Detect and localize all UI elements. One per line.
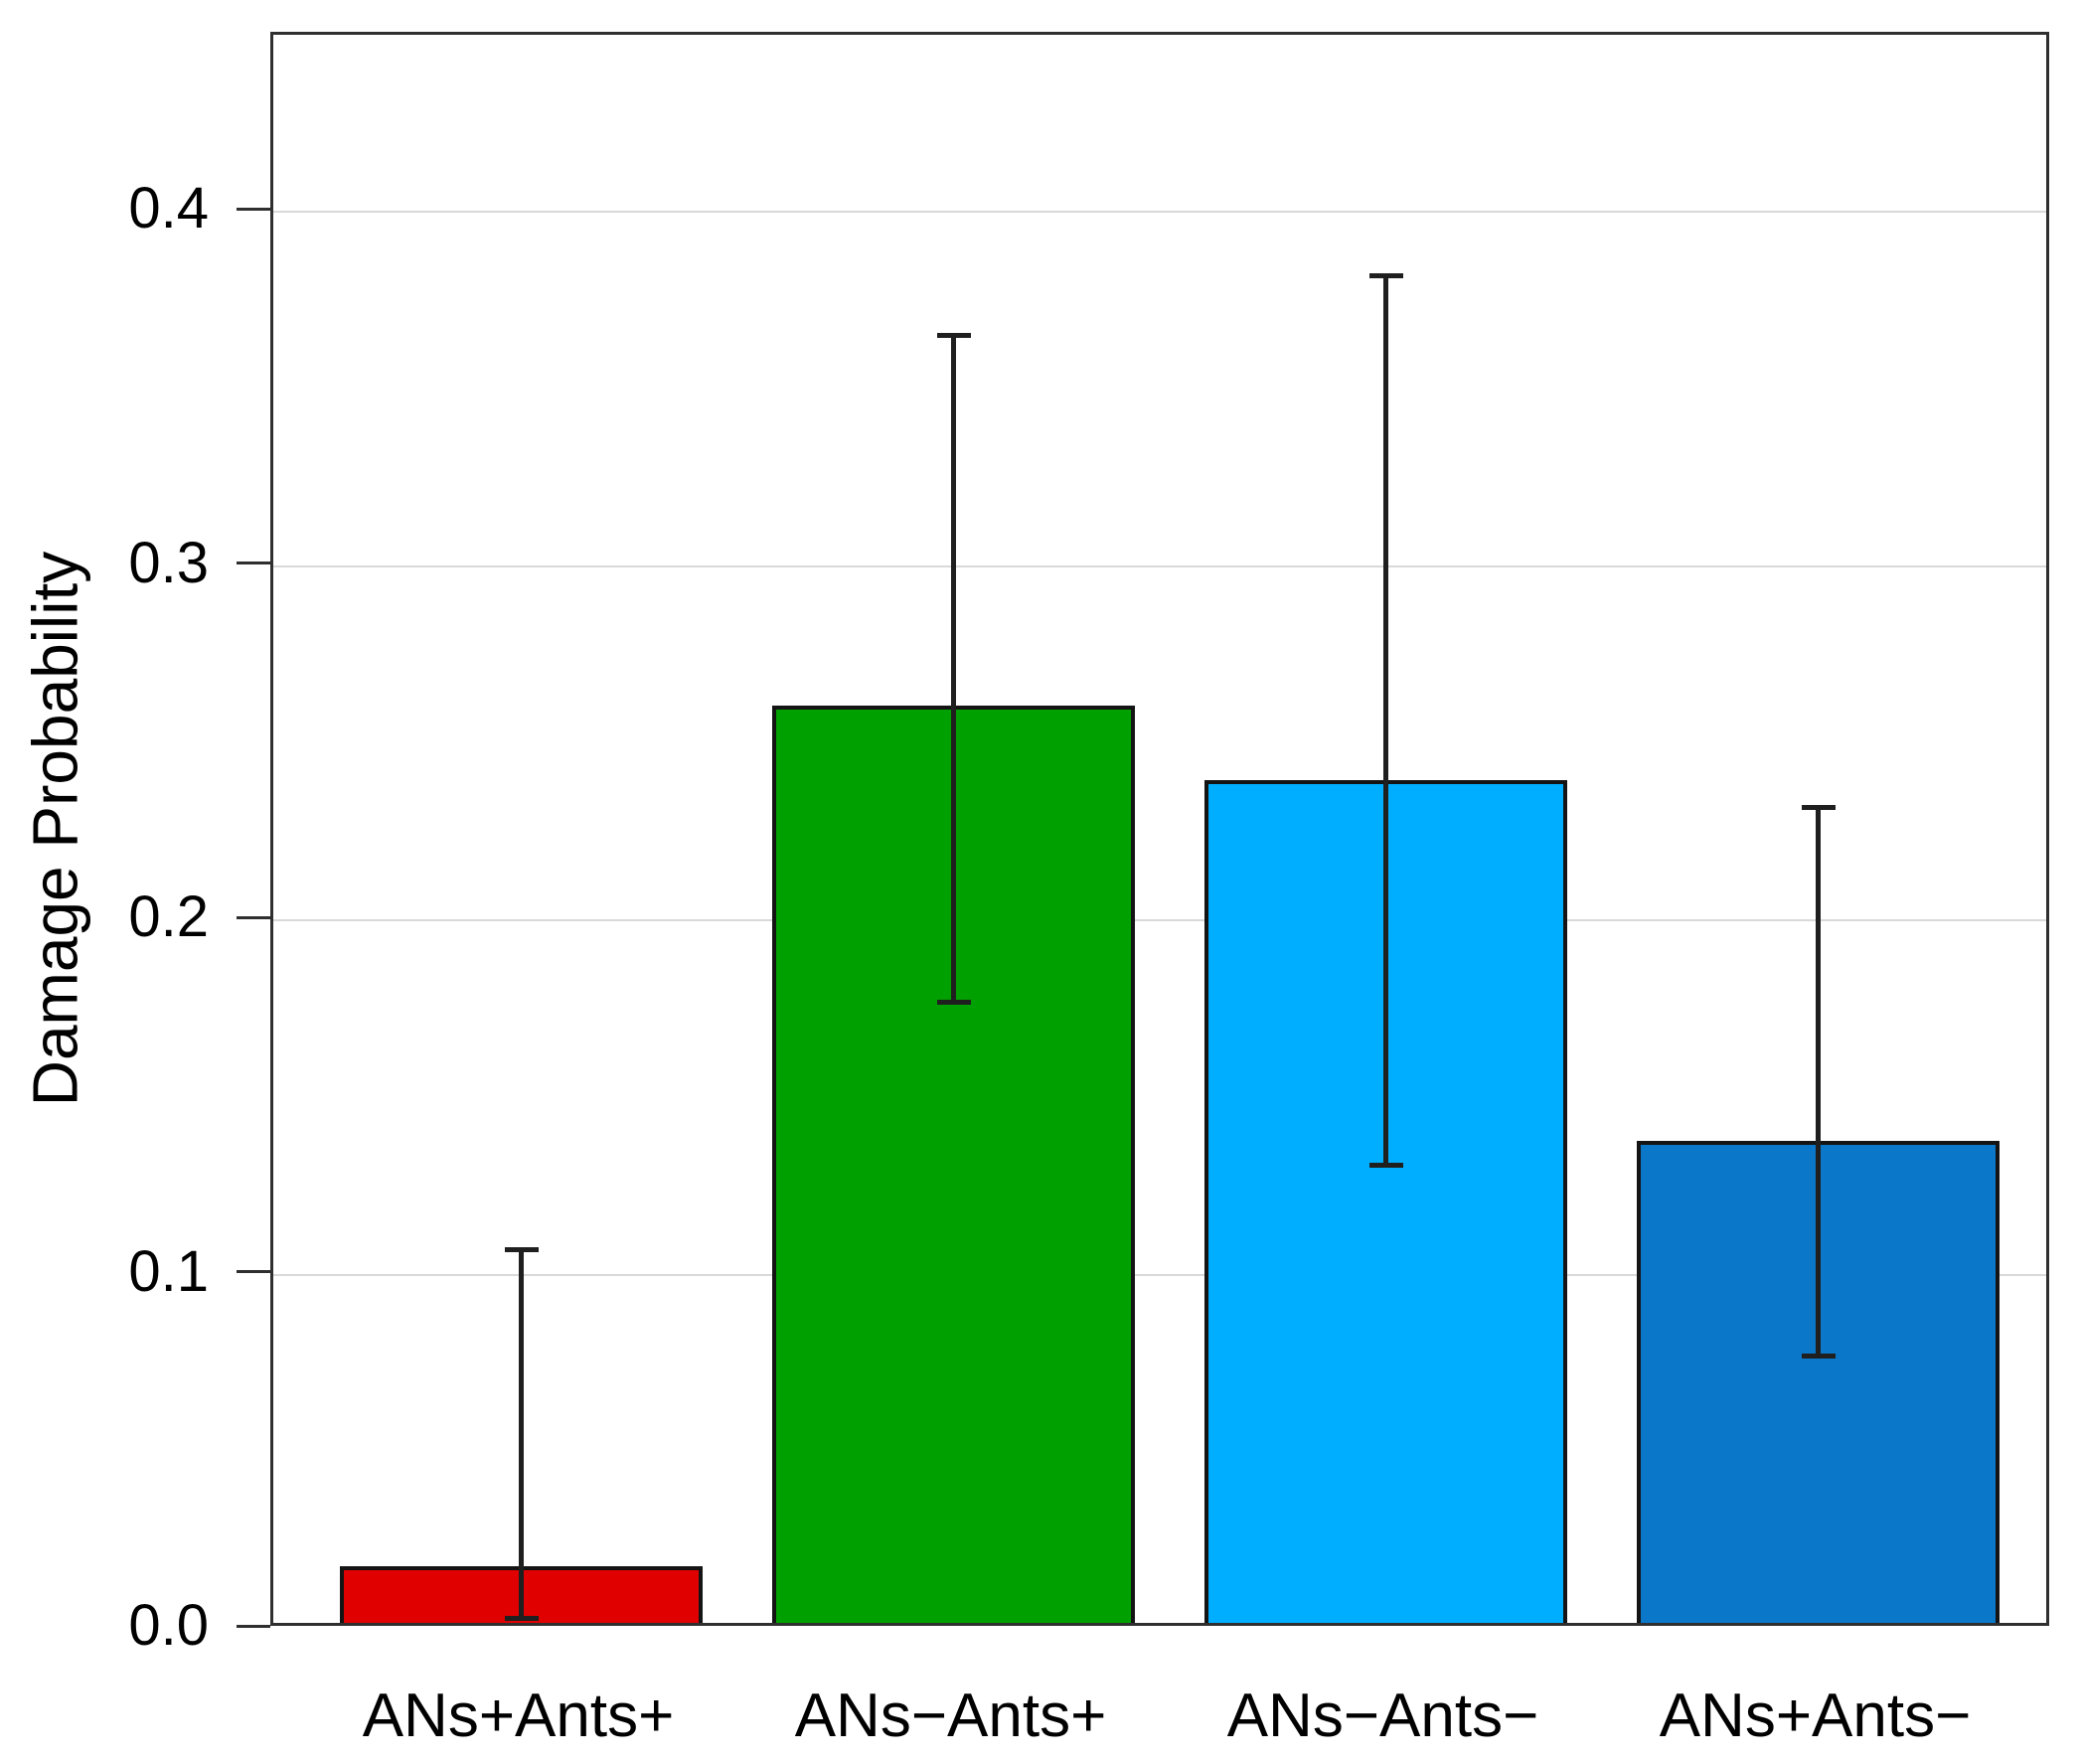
y-tick-0.1	[237, 1270, 270, 1274]
gridline-y-0.2	[273, 919, 2046, 922]
x-category-label-ANs+Ants−: ANs+Ants−	[1659, 1682, 1972, 1750]
gridline-y-0.4	[273, 211, 2046, 214]
y-tick-0.4	[237, 207, 270, 211]
y-tick-label-0.1: 0.1	[128, 1238, 209, 1304]
y-axis-title-text: Damage Probability	[19, 551, 90, 1107]
y-tick-0.0	[237, 1624, 270, 1628]
x-category-label-ANs+Ants+: ANs+Ants+	[362, 1682, 675, 1750]
error-bar-line-ANs−Ants+	[951, 335, 956, 1003]
error-bar-cap-bottom-ANs+Ants−	[1801, 1354, 1836, 1360]
error-bar-cap-top-ANs−Ants+	[936, 333, 971, 339]
error-bar-cap-bottom-ANs+Ants+	[504, 1615, 539, 1621]
x-category-label-ANs−Ants+: ANs−Ants+	[794, 1682, 1107, 1750]
plot-area	[270, 32, 2049, 1626]
y-tick-label-0.4: 0.4	[128, 176, 209, 241]
x-category-label-ANs−Ants−: ANs−Ants−	[1226, 1682, 1539, 1750]
error-bar-cap-bottom-ANs−Ants+	[936, 999, 971, 1005]
y-tick-label-0.2: 0.2	[128, 884, 209, 950]
y-tick-label-0.3: 0.3	[128, 530, 209, 595]
y-axis-title: Damage Probability	[12, 32, 97, 1626]
error-bar-cap-top-ANs−Ants−	[1368, 272, 1403, 278]
y-tick-0.2	[237, 915, 270, 919]
error-bar-line-ANs−Ants−	[1383, 275, 1388, 1166]
y-tick-label-0.0: 0.0	[128, 1593, 209, 1658]
gridline-y-0.3	[273, 564, 2046, 567]
bar-ANs−Ants+	[772, 705, 1135, 1623]
error-bar-line-ANs+Ants+	[519, 1249, 524, 1619]
y-tick-0.3	[237, 561, 270, 565]
gridline-y-0.1	[273, 1273, 2046, 1276]
error-bar-cap-top-ANs+Ants+	[504, 1247, 539, 1253]
error-bar-cap-bottom-ANs−Ants−	[1368, 1162, 1403, 1168]
error-bar-line-ANs+Ants−	[1816, 807, 1821, 1357]
error-bar-cap-top-ANs+Ants−	[1801, 804, 1836, 810]
